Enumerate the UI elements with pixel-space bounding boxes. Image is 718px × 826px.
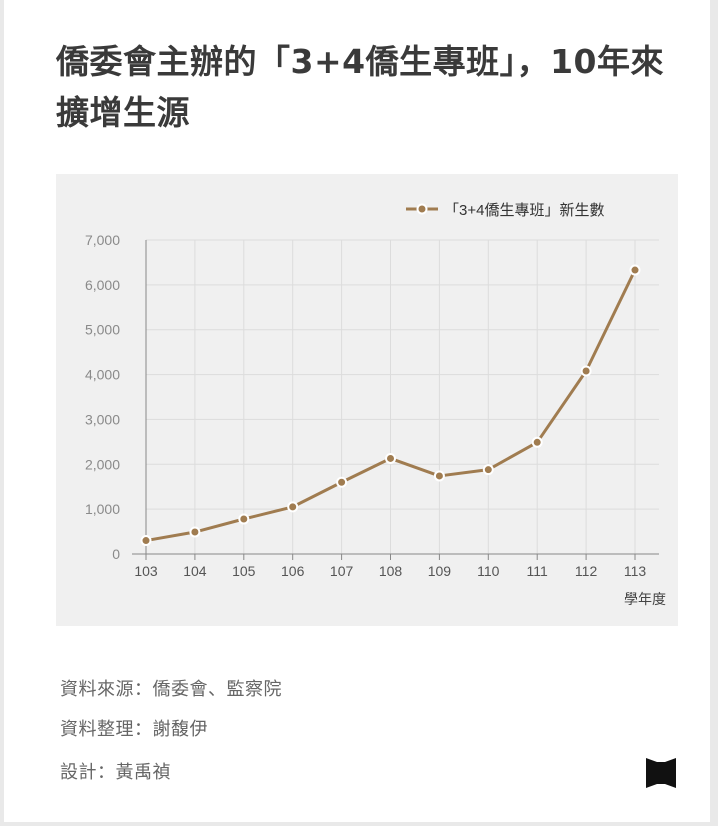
flag-logo-icon (646, 758, 676, 788)
x-tick-label: 113 (624, 563, 647, 579)
data-point (189, 526, 201, 538)
legend-label: 「3+4僑生專班」新生數 (444, 202, 604, 219)
data-point (238, 513, 250, 525)
plot-panel: 0 1,000 2,000 3,000 4,000 5,000 6,000 7,000 103 1… (56, 174, 678, 626)
data-point (580, 365, 592, 377)
data-point (140, 535, 152, 547)
data-point (629, 264, 641, 276)
data-point (287, 501, 299, 513)
data-point (531, 436, 543, 448)
x-tick-label: 111 (527, 563, 548, 579)
x-tick-label: 103 (134, 563, 158, 579)
chart-card: 僑委會主辦的「3+4僑生專班」，10年來擴增生源 0 1,000 2,000 3,00… (4, 0, 710, 822)
y-tick-label: 1,000 (85, 501, 120, 517)
chart-title: 僑委會主辦的「3+4僑生專班」，10年來擴增生源 (56, 42, 664, 132)
legend-marker-swatch (416, 203, 428, 215)
compiled-by-note: 資料整理：謝馥伊 (60, 719, 208, 740)
data-point (336, 476, 348, 488)
data-point (482, 464, 494, 476)
x-tick-label: 105 (232, 563, 256, 579)
x-axis-title: 學年度 (624, 591, 666, 607)
y-tick-label: 3,000 (85, 411, 120, 427)
y-tick-label: 2,000 (85, 456, 120, 472)
y-tick-label: 6,000 (85, 277, 120, 293)
x-tick-label: 107 (330, 563, 354, 579)
x-tick-label: 110 (477, 563, 500, 579)
x-tick-label: 108 (379, 563, 403, 579)
y-tick-label: 4,000 (85, 367, 120, 383)
line-chart: 0 1,000 2,000 3,000 4,000 5,000 6,000 7,000 103 1… (85, 202, 666, 607)
x-tick-label: 106 (281, 563, 305, 579)
source-note: 資料來源：僑委會、監察院 (60, 679, 282, 700)
y-tick-label: 0 (112, 546, 120, 562)
designer-note: 設計：黃禹禎 (60, 762, 171, 783)
data-point (385, 452, 396, 464)
y-tick-label: 7,000 (85, 232, 120, 248)
data-point (433, 470, 445, 482)
x-tick-label: 112 (575, 563, 598, 579)
x-tick-label: 109 (428, 563, 452, 579)
x-tick-label: 104 (183, 563, 207, 579)
y-tick-label: 5,000 (85, 322, 120, 338)
